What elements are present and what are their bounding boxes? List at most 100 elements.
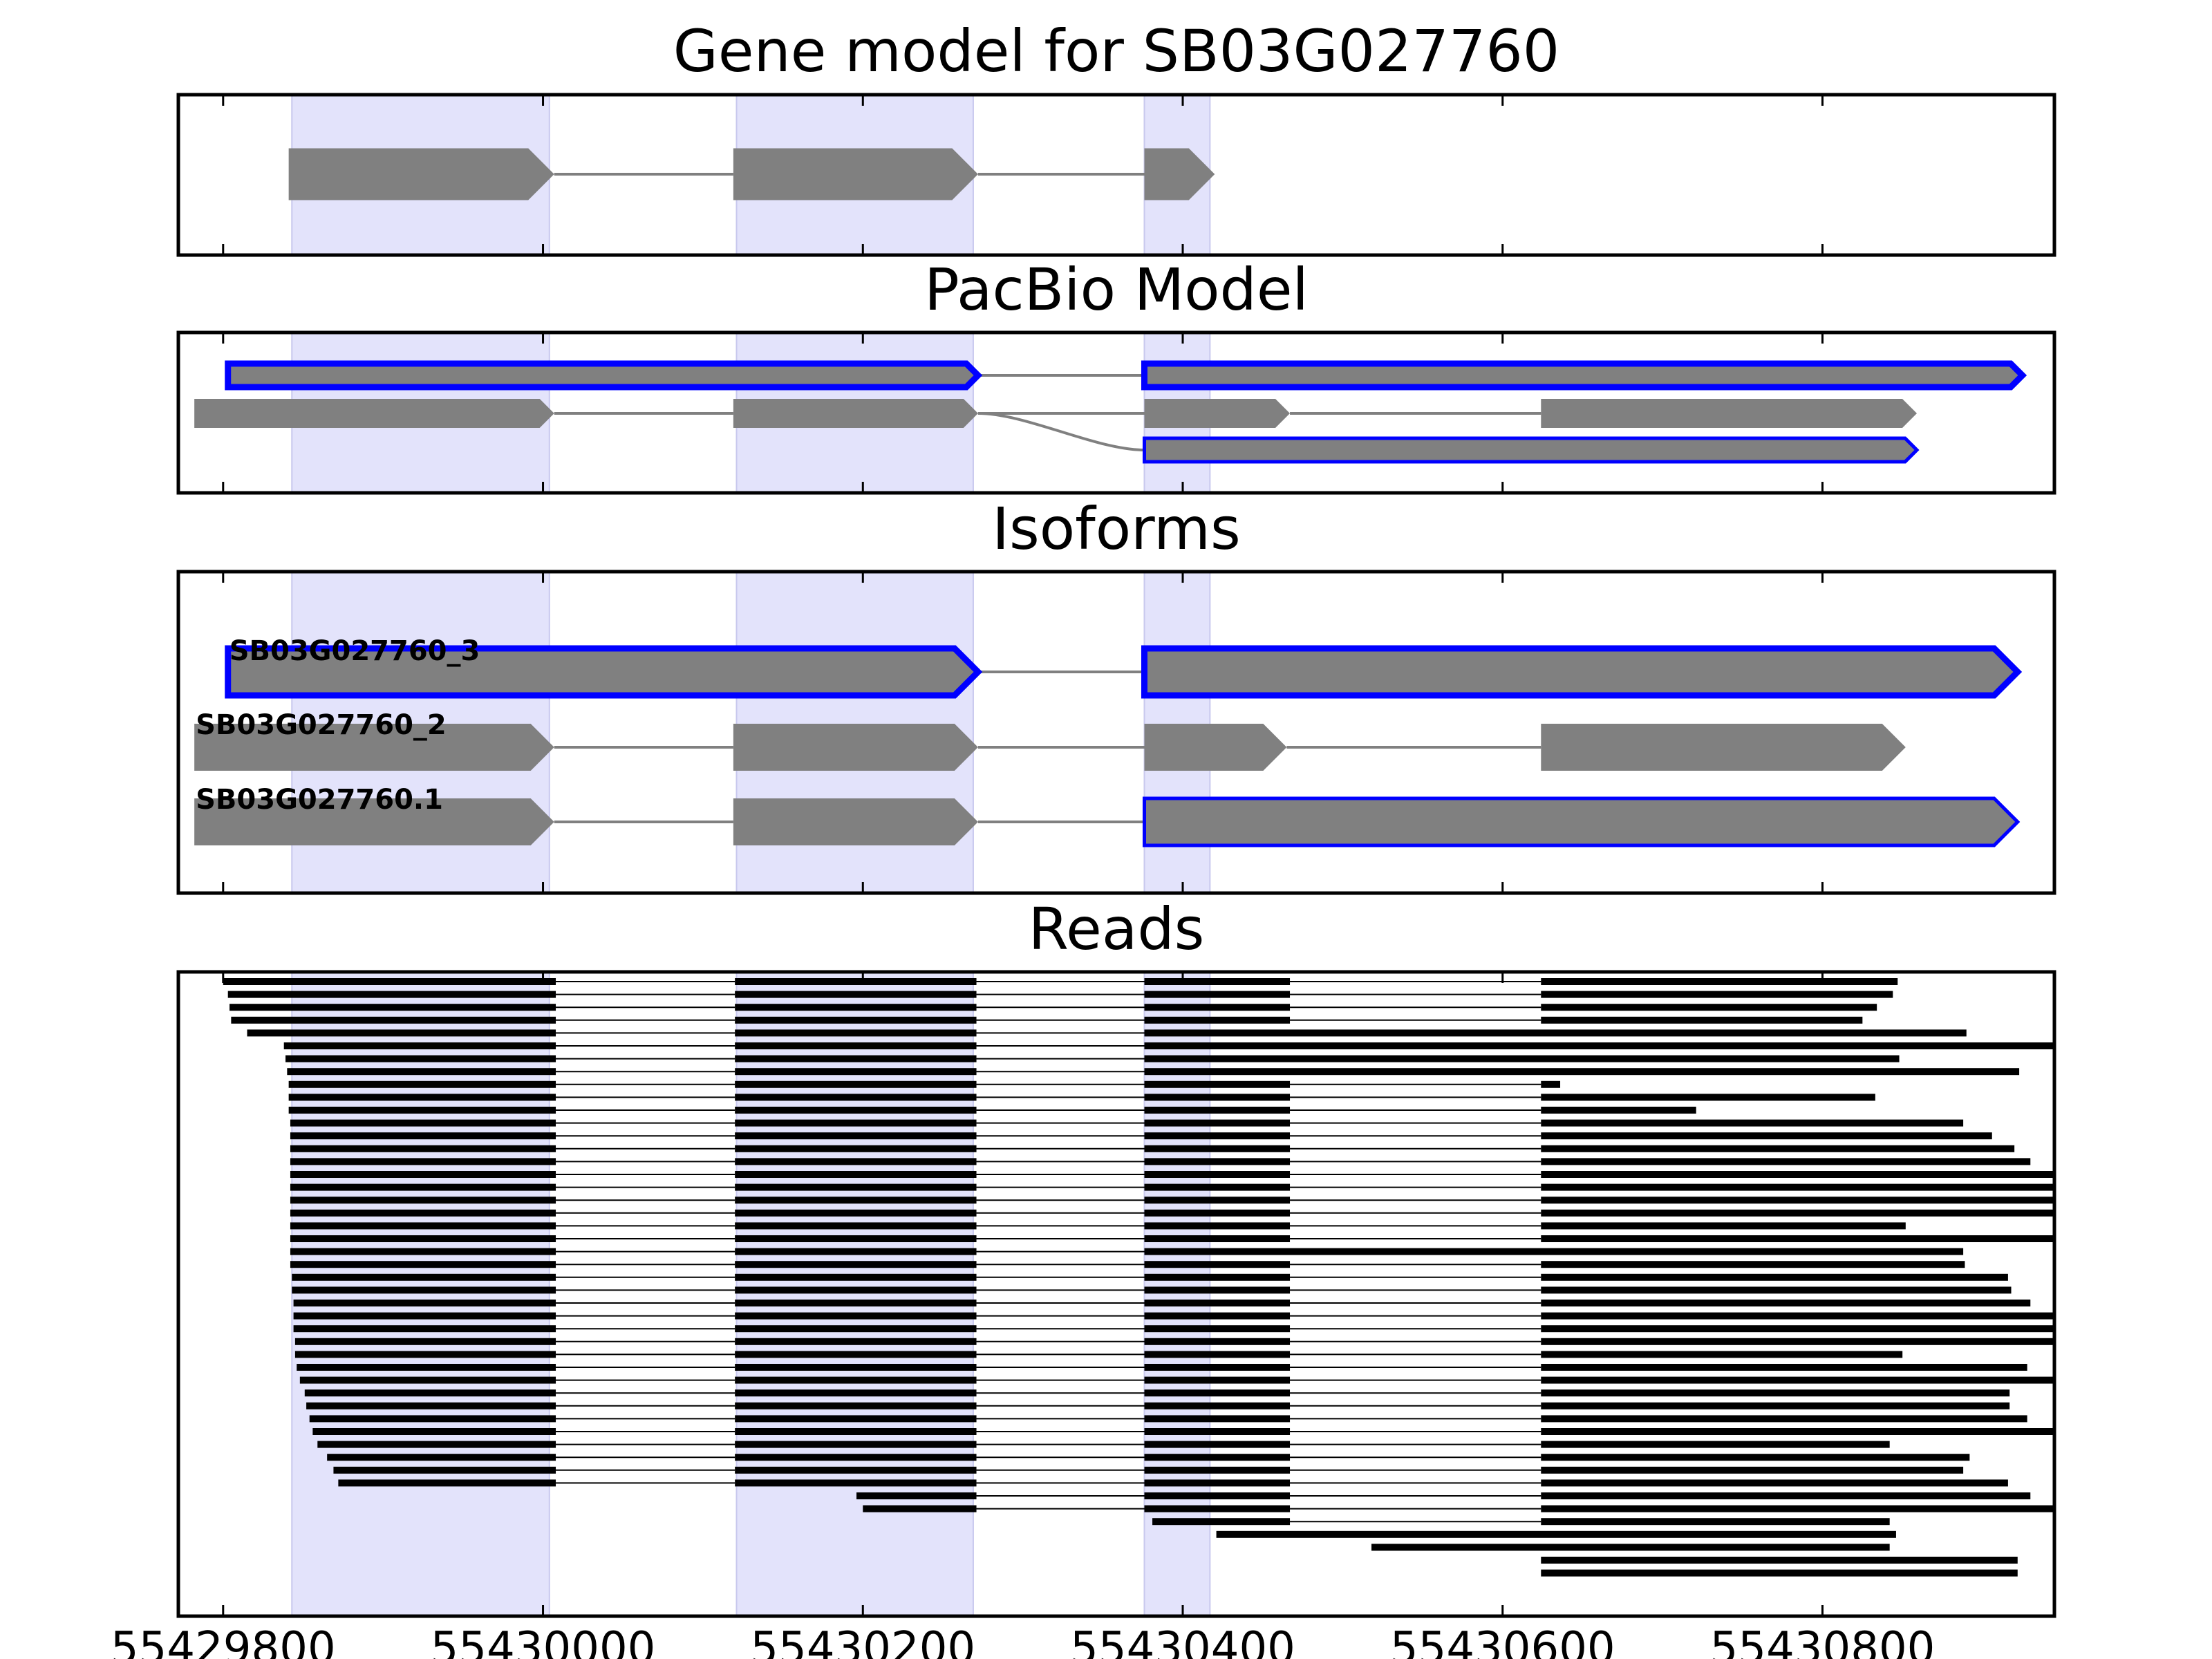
read-segment <box>1541 1454 1970 1461</box>
read-row <box>309 1415 2027 1423</box>
read-row <box>306 1402 2010 1409</box>
read-segment <box>735 1273 977 1281</box>
read-segment <box>1144 1402 1291 1409</box>
read-segment <box>1144 1119 1291 1127</box>
read-segment <box>290 1119 556 1127</box>
read-segment <box>735 1402 977 1409</box>
read-row <box>290 1248 1964 1255</box>
read-segment <box>1144 1248 1964 1255</box>
read-row <box>290 1261 1965 1268</box>
read-segment <box>288 1080 556 1088</box>
exon-block <box>288 148 554 200</box>
read-segment <box>735 1235 977 1242</box>
panel-title: PacBio Model <box>924 256 1309 324</box>
transcript-row: SB03G027760_3 <box>225 635 2023 699</box>
read-segment <box>1144 1325 1291 1333</box>
read-segment <box>317 1441 556 1448</box>
read-segment <box>290 1248 556 1255</box>
read-segment <box>1144 978 1291 985</box>
read-segment <box>293 1325 556 1333</box>
isoform-label: SB03G027760_3 <box>229 635 480 667</box>
read-segment <box>1541 1300 2031 1306</box>
read-segment <box>1144 1183 1291 1191</box>
read-segment <box>290 1171 556 1178</box>
read-segment <box>735 1441 977 1448</box>
read-segment <box>1541 1325 2054 1333</box>
read-segment <box>1541 1197 2054 1204</box>
read-segment <box>735 1261 977 1268</box>
isoform-label: SB03G027760.1 <box>196 784 443 816</box>
read-segment <box>290 1183 556 1191</box>
read-segment <box>735 1325 977 1333</box>
read-segment <box>735 1351 977 1358</box>
read-segment <box>1541 1402 2010 1409</box>
read-segment <box>735 1029 977 1037</box>
x-tick-label: 55430800 <box>1710 1623 1936 1659</box>
read-row <box>333 1466 1964 1474</box>
panel-title: Reads <box>1029 895 1205 963</box>
exon-block <box>194 399 554 428</box>
read-row <box>290 1171 2054 1178</box>
axes-frame <box>176 93 2056 257</box>
read-segment <box>1541 1338 2054 1345</box>
read-row <box>285 1055 1900 1062</box>
read-segment <box>1144 1004 1291 1011</box>
read-segment <box>1541 1132 1992 1140</box>
x-tick-label: 55430000 <box>431 1623 656 1659</box>
read-row <box>856 1492 2031 1499</box>
read-segment <box>290 1235 556 1242</box>
read-row <box>290 1145 2015 1152</box>
read-segment <box>333 1466 556 1474</box>
read-segment <box>1144 1158 1291 1165</box>
exon-block <box>733 798 978 845</box>
exon-block <box>1144 399 1291 428</box>
isoform-label: SB03G027760_2 <box>196 709 447 741</box>
read-segment <box>1541 1389 2010 1397</box>
read-segment <box>304 1389 556 1397</box>
read-segment <box>1144 1273 1291 1281</box>
read-row <box>247 1029 1967 1037</box>
read-segment <box>290 1261 556 1268</box>
read-segment <box>1144 1209 1291 1217</box>
read-row <box>304 1389 2010 1397</box>
read-row <box>288 1094 1875 1101</box>
read-segment <box>1541 1145 2015 1152</box>
read-segment <box>1541 1569 2018 1577</box>
read-segment <box>735 1428 977 1435</box>
panel-isoforms: Isoforms SB03G027760_3 SB03G027760_2 SB03G0… <box>176 495 2056 895</box>
exon-block <box>194 798 554 845</box>
read-segment <box>293 1300 556 1306</box>
read-segment <box>338 1479 556 1487</box>
read-row <box>338 1479 2008 1487</box>
exon-band <box>291 971 550 1617</box>
read-segment <box>306 1402 556 1409</box>
read-segment <box>735 1376 977 1384</box>
read-segment <box>1541 1518 1890 1526</box>
read-segment <box>288 1107 556 1114</box>
read-segment <box>1541 1492 2031 1499</box>
read-segment <box>735 1300 977 1306</box>
read-segment <box>294 1351 556 1358</box>
read-segment <box>1144 1286 1291 1294</box>
read-segment <box>735 991 977 998</box>
read-segment <box>1144 1389 1291 1397</box>
read-segment <box>290 1222 556 1230</box>
read-segment <box>735 1042 977 1049</box>
read-row <box>231 1016 1863 1024</box>
read-segment <box>1144 1261 1291 1268</box>
read-row <box>290 1209 2054 1217</box>
read-segment <box>735 1145 977 1152</box>
read-segment <box>290 1145 556 1152</box>
read-row <box>299 1376 2054 1384</box>
axes-frame <box>176 330 2056 495</box>
read-segment <box>1144 1351 1291 1358</box>
read-segment <box>1541 1376 2054 1384</box>
read-segment <box>735 1171 977 1178</box>
read-segment <box>1541 1209 2054 1217</box>
read-segment <box>1144 1132 1291 1140</box>
read-row <box>229 1004 1877 1011</box>
x-tick-label: 55430600 <box>1390 1623 1615 1659</box>
read-segment <box>1541 1158 2031 1165</box>
read-row <box>290 1197 2054 1204</box>
